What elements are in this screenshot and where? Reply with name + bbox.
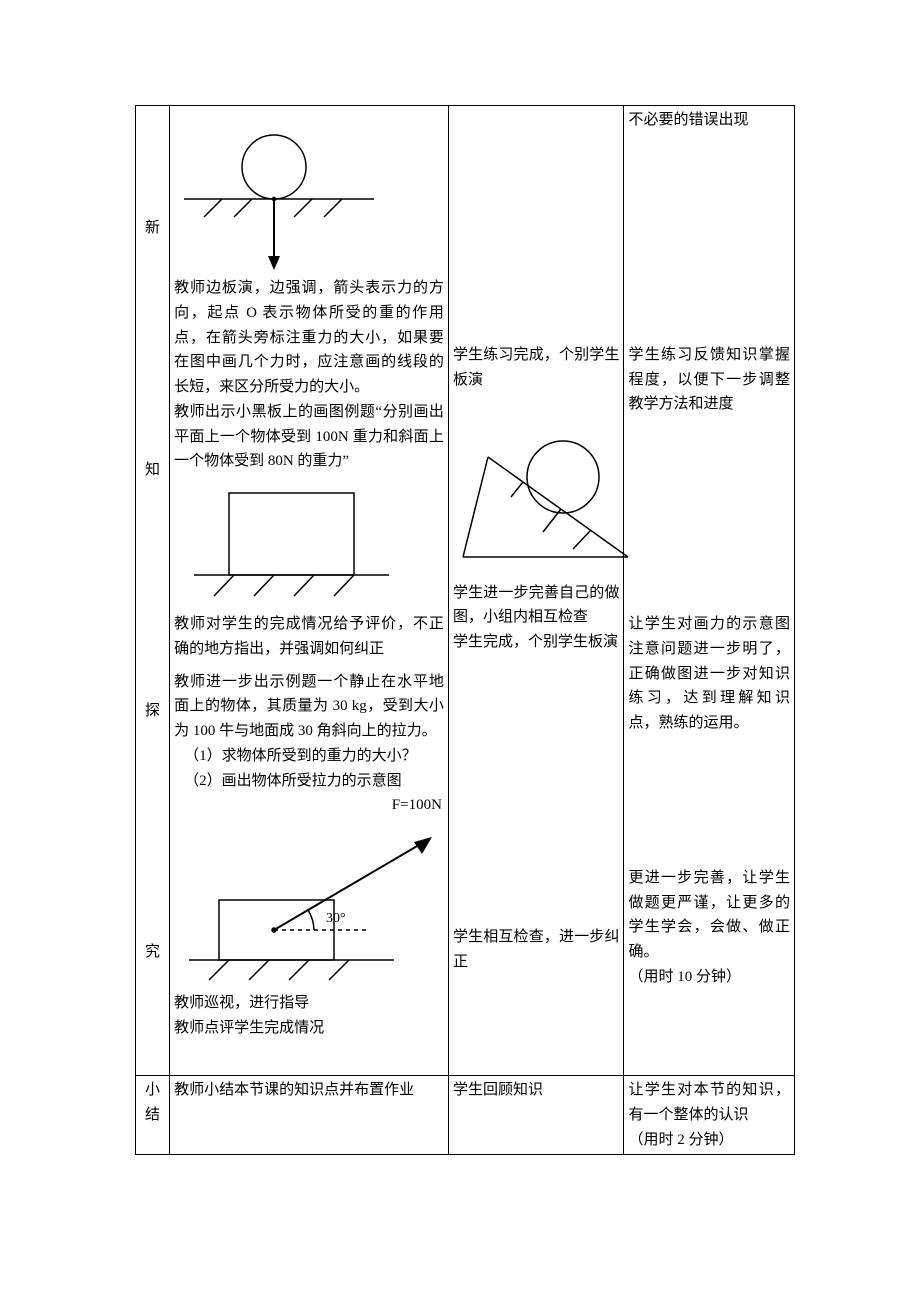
section-label-cell: 小 结 — [136, 1076, 170, 1155]
purpose-cell: 不必要的错误出现 学生练习反馈知识掌握程度，以便下一步调整教学方法和进度 让学生… — [624, 106, 795, 1076]
purpose-text: 更进一步完善，让学生做题更严谨，让更多的学生学会，会做、做正确。 — [628, 866, 790, 965]
purpose-text: 让学生对画力的示意图注意问题进一步明了，正确做图进一步对知识练习，达到理解知识点… — [628, 612, 790, 736]
force-label: F=100N — [174, 793, 444, 818]
teacher-text: 教师巡视，进行指导 — [174, 991, 444, 1016]
student-text: 学生相互检查，进一步纠正 — [453, 925, 620, 975]
angle-label: 30° — [326, 911, 346, 926]
student-text: 学生完成，个别学生板演 — [453, 630, 620, 655]
teacher-text: 教师边板演，边强调，箭头表示力的方向，起点 O 表示物体所受的重的作用点，在箭头… — [174, 276, 444, 400]
student-activity-cell: 学生回顾知识 — [448, 1076, 624, 1155]
table-row: 新 知 探 究 — [136, 106, 795, 1076]
question-text: （1）求物体所受到的重力的大小？ — [174, 744, 444, 769]
section-label-vertical: 新 知 探 究 — [140, 108, 165, 1073]
student-text: 学生回顾知识 — [453, 1078, 620, 1103]
student-text: 学生练习完成，个别学生板演 — [453, 343, 620, 393]
lesson-plan-page: 新 知 探 究 — [0, 0, 920, 1302]
diagram-inclined-force: 30° — [174, 822, 444, 987]
student-activity-cell: 学生练习完成，个别学生板演 学生进一步完善自己的做图，小组内相互检查 — [448, 106, 624, 1076]
section-char: 新 — [145, 216, 160, 241]
teacher-activity-cell: 教师边板演，边强调，箭头表示力的方向，起点 O 表示物体所受的重的作用点，在箭头… — [170, 106, 449, 1076]
teacher-text: 教师对学生的完成情况给予评价，不正确的地方指出，并强调如何纠正 — [174, 612, 444, 662]
diagram-ball-gravity — [174, 112, 384, 272]
purpose-text: 不必要的错误出现 — [628, 108, 790, 133]
purpose-text: 让学生对本节的知识，有一个整体的认识 — [628, 1078, 790, 1128]
time-note: （用时 10 分钟） — [628, 965, 790, 990]
teacher-text: 教师小结本节课的知识点并布置作业 — [174, 1078, 444, 1103]
purpose-cell: 让学生对本节的知识，有一个整体的认识 （用时 2 分钟） — [624, 1076, 795, 1155]
teacher-text: 教师进一步出示例题一个静止在水平地面上的物体，其质量为 30 kg，受到大小为 … — [174, 670, 444, 744]
question-text: （2）画出物体所受拉力的示意图 — [174, 769, 444, 794]
diagram-block-on-surface — [174, 478, 404, 608]
section-label-cell: 新 知 探 究 — [136, 106, 170, 1076]
section-char: 究 — [145, 940, 160, 965]
diagram-ball-on-incline — [453, 427, 633, 577]
section-char: 小 — [140, 1078, 165, 1103]
teacher-activity-cell: 教师小结本节课的知识点并布置作业 — [170, 1076, 449, 1155]
section-char: 探 — [145, 699, 160, 724]
purpose-text: 学生练习反馈知识掌握程度，以便下一步调整教学方法和进度 — [628, 343, 790, 417]
lesson-table: 新 知 探 究 — [135, 105, 795, 1155]
time-note: （用时 2 分钟） — [628, 1128, 790, 1153]
teacher-text: 教师出示小黑板上的画图例题“分别画出平面上一个物体受到 100N 重力和斜面上一… — [174, 400, 444, 474]
student-text: 学生进一步完善自己的做图，小组内相互检查 — [453, 581, 620, 631]
table-row: 小 结 教师小结本节课的知识点并布置作业 学生回顾知识 让学生对本节的知识，有一… — [136, 1076, 795, 1155]
section-char: 知 — [145, 458, 160, 483]
section-char: 结 — [140, 1103, 165, 1128]
teacher-text: 教师点评学生完成情况 — [174, 1016, 444, 1041]
